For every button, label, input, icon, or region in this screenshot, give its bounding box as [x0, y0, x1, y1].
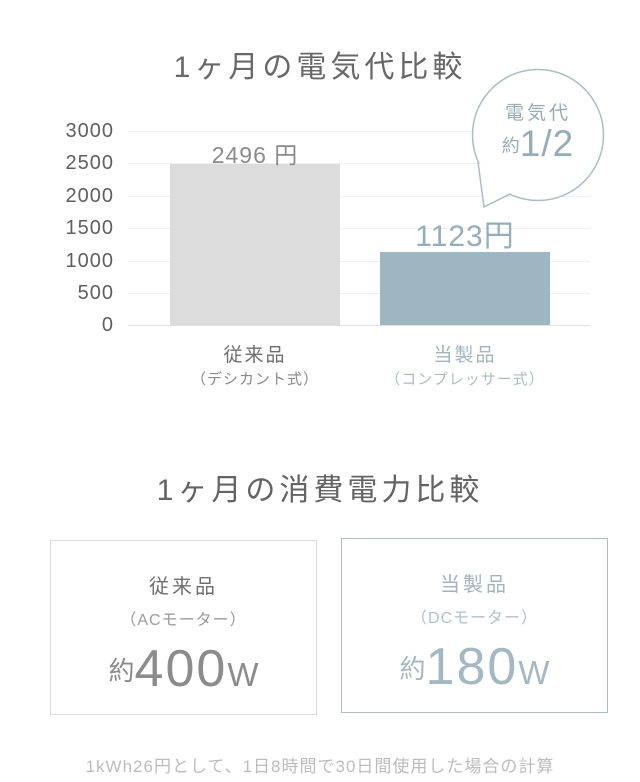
gridline: [128, 293, 590, 294]
gridline: [128, 131, 590, 132]
power-box-conventional: 従来品 （ACモーター） 約400W: [50, 540, 317, 715]
gridline: [128, 261, 590, 262]
speech-bubble-icon: [471, 68, 605, 209]
y-axis-tick-label: 0: [101, 314, 114, 336]
gridline: [128, 228, 590, 229]
product-name: 従来品: [149, 576, 218, 598]
watt-unit: W: [518, 654, 550, 691]
baseline-gridline: [128, 325, 590, 326]
power-box-product: 当製品 （DCモーター） 約180W: [341, 538, 608, 713]
bar-this-product: [380, 252, 550, 325]
x-axis-label-conventional: 従来品 （デシカント式）: [140, 343, 370, 392]
bubble-label: 電気代: [504, 103, 571, 124]
category-name: 従来品: [223, 345, 287, 366]
watt-number: 400: [134, 640, 228, 698]
approx-prefix: 約: [501, 136, 520, 156]
fraction-value: 1/2: [519, 123, 575, 164]
bubble-fraction: 約1/2: [468, 122, 608, 174]
bar-value-label-conventional: 2496 円: [211, 142, 299, 168]
y-axis-tick-label: 3000: [65, 120, 114, 142]
y-axis-tick-label: 500: [77, 282, 114, 304]
category-sub: （コンプレッサー式）: [385, 371, 545, 388]
power-section-title: 1ヶ月の消費電力比較: [156, 474, 484, 507]
calculation-footnote: 1kWh26円として、1日8時間で30日間使用した場合の計算: [85, 757, 555, 776]
x-axis-label-product: 当製品 （コンプレッサー式）: [350, 343, 580, 392]
chart-plot-area: [128, 131, 590, 326]
product-name: 当製品: [440, 574, 509, 596]
category-name: 当製品: [433, 345, 497, 366]
wattage-value: 約180W: [342, 638, 607, 709]
y-axis-tick-label: 2000: [65, 185, 114, 207]
y-axis-tick-label: 2500: [65, 152, 114, 174]
approx-prefix: 約: [108, 656, 135, 686]
y-axis-tick-label: 1000: [65, 250, 114, 272]
y-axis-tick-label: 1500: [65, 217, 114, 239]
motor-type: （ACモーター）: [120, 612, 247, 629]
bar-conventional-product: [170, 163, 340, 325]
category-sub: （デシカント式）: [190, 371, 319, 388]
watt-number: 180: [425, 638, 519, 696]
bar-value-label-product: 1123円: [415, 220, 515, 253]
chart-title: 1ヶ月の電気代比較: [173, 51, 467, 84]
motor-type: （DCモーター）: [410, 610, 539, 627]
watt-unit: W: [227, 656, 259, 693]
gridline: [128, 196, 590, 197]
gridline: [128, 163, 590, 164]
wattage-value: 約400W: [51, 640, 316, 711]
y-axis: 3000 2500 2000 1500 1000 500 0: [40, 121, 114, 335]
approx-prefix: 約: [399, 654, 426, 684]
